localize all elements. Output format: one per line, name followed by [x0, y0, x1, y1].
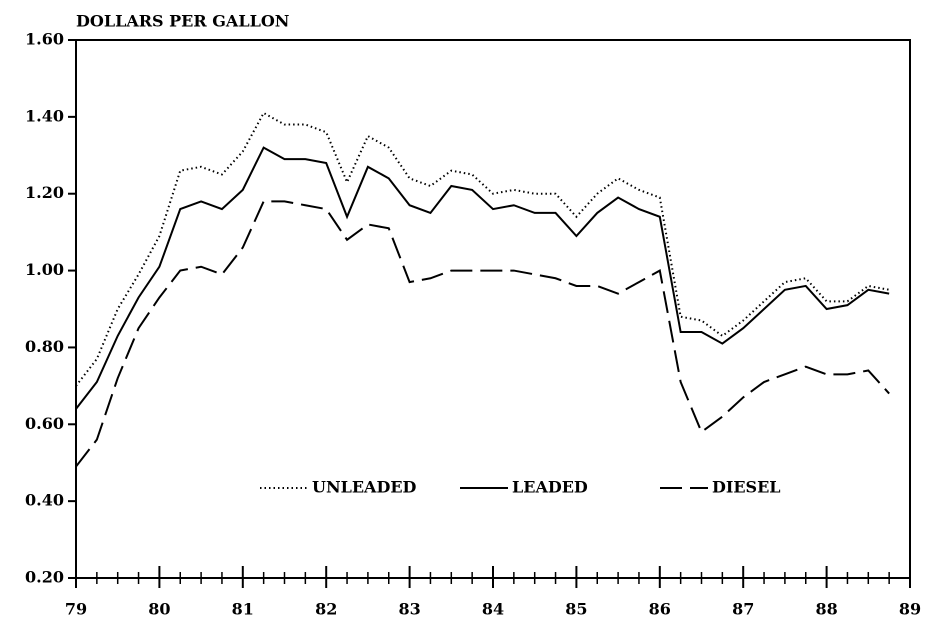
- x-tick-label: 82: [315, 600, 337, 619]
- y-tick-label: 0.60: [25, 414, 64, 433]
- x-tick-label: 81: [232, 600, 254, 619]
- x-tick-label: 83: [398, 600, 420, 619]
- y-tick-label: 1.00: [25, 260, 64, 279]
- y-tick-label: 0.20: [25, 568, 64, 587]
- series-line: [75, 146, 890, 410]
- x-tick-label: 79: [65, 600, 87, 619]
- series-line: [75, 200, 890, 468]
- y-tick-label: 1.40: [25, 106, 64, 125]
- x-tick-label: 88: [815, 600, 837, 619]
- y-axis-label: DOLLARS PER GALLON: [76, 12, 289, 31]
- x-tick-label: 84: [482, 600, 504, 619]
- x-tick-label: 86: [649, 600, 671, 619]
- x-tick-label: 85: [565, 600, 587, 619]
- y-tick-label: 1.60: [25, 30, 64, 49]
- legend-label: LEADED: [512, 478, 588, 497]
- y-tick-label: 0.80: [25, 337, 64, 356]
- y-tick-label: 0.40: [25, 491, 64, 510]
- x-tick-label: 87: [732, 600, 754, 619]
- x-tick-label: 80: [148, 600, 170, 619]
- plot-frame: [75, 39, 911, 579]
- series-line: [75, 111, 890, 387]
- x-tick-label: 89: [899, 600, 921, 619]
- legend-label: DIESEL: [712, 478, 781, 497]
- legend-label: UNLEADED: [312, 478, 417, 497]
- y-tick-label: 1.20: [25, 183, 64, 202]
